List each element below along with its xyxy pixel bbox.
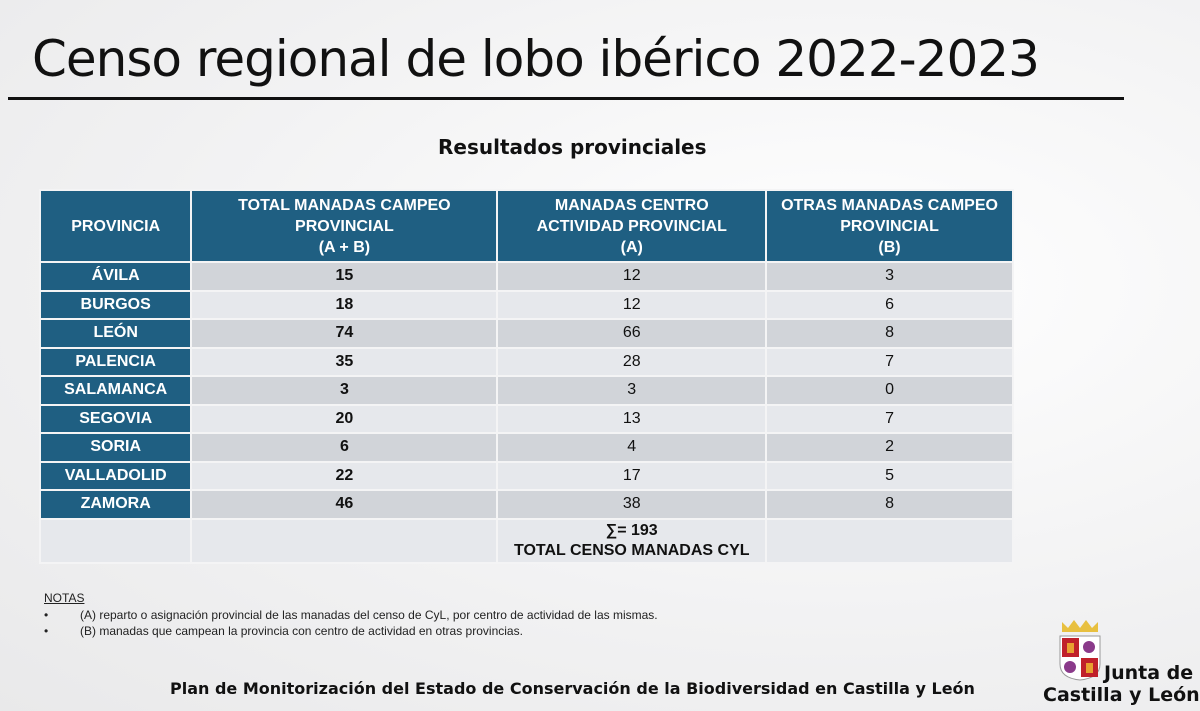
table-row: SALAMANCA 3 3 0: [38, 375, 1014, 406]
centro-cell: 17: [496, 460, 768, 491]
total-cell: 20: [190, 403, 499, 434]
otras-cell: 6: [765, 289, 1014, 320]
otras-cell: 2: [765, 432, 1014, 463]
table-row: SORIA 6 4 2: [38, 432, 1014, 463]
otras-cell: 0: [765, 375, 1014, 406]
province-cell: PALENCIA: [38, 346, 193, 377]
column-header: OTRAS MANADAS CAMPEO PROVINCIAL (B): [765, 189, 1014, 263]
table-row: ÁVILA 15 12 3: [38, 261, 1014, 292]
total-row: ∑= 193 TOTAL CENSO MANADAS CYL: [38, 517, 1014, 564]
total-cell: 46: [190, 489, 499, 520]
centro-cell: 13: [496, 403, 768, 434]
note-text: (A) reparto o asignación provincial de l…: [80, 608, 658, 622]
province-cell: LEÓN: [38, 318, 193, 349]
header-line: (A + B): [318, 238, 371, 256]
otras-cell: 7: [765, 403, 1014, 434]
coat-of-arms-icon: [1059, 620, 1101, 681]
note-item: • (B) manadas que campean la provincia co…: [44, 624, 523, 638]
centro-cell: 12: [496, 261, 768, 292]
column-header: MANADAS CENTRO ACTIVIDAD PROVINCIAL (A): [496, 189, 768, 263]
results-table: PROVINCIA TOTAL MANADAS CAMPEO PROVINCIAL (…: [38, 189, 1014, 564]
header-row: PROVINCIA TOTAL MANADAS CAMPEO PROVINCIAL (…: [38, 189, 1014, 263]
otras-cell: 3: [765, 261, 1014, 292]
table-row: ZAMORA 46 38 8: [38, 489, 1014, 520]
sum-value: ∑= 193: [605, 521, 658, 539]
empty-cell: [190, 517, 499, 564]
total-cell: 3: [190, 375, 499, 406]
province-cell: SEGOVIA: [38, 403, 193, 434]
logo-text-line2: Castilla y León: [1043, 684, 1200, 706]
total-cell: 18: [190, 289, 499, 320]
centro-cell: 3: [496, 375, 768, 406]
province-cell: ZAMORA: [38, 489, 193, 520]
total-cell: 6: [190, 432, 499, 463]
sum-label: TOTAL CENSO MANADAS CYL: [513, 541, 750, 559]
footer-text: Plan de Monitorización del Estado de Con…: [170, 679, 975, 698]
total-cell: 35: [190, 346, 499, 377]
column-header: TOTAL MANADAS CAMPEO PROVINCIAL (A + B): [190, 189, 499, 263]
centro-cell: 66: [496, 318, 768, 349]
header-line: OTRAS MANADAS CAMPEO: [781, 196, 998, 214]
header-line: TOTAL MANADAS CAMPEO: [238, 196, 451, 214]
header-line: PROVINCIAL: [840, 217, 939, 235]
province-cell: SORIA: [38, 432, 193, 463]
province-cell: BURGOS: [38, 289, 193, 320]
header-line: (A): [620, 238, 643, 256]
table-row: VALLADOLID 22 17 5: [38, 460, 1014, 491]
total-cell: 74: [190, 318, 499, 349]
empty-cell: [765, 517, 1014, 564]
notes: NOTAS • (A) reparto o asignación provinci…: [44, 591, 658, 639]
centro-cell: 28: [496, 346, 768, 377]
otras-cell: 5: [765, 460, 1014, 491]
header-line: (B): [878, 238, 901, 256]
otras-cell: 7: [765, 346, 1014, 377]
province-cell: ÁVILA: [38, 261, 193, 292]
centro-cell: 4: [496, 432, 768, 463]
empty-cell: [38, 517, 193, 564]
logo-text-line1: Junta de: [1104, 662, 1194, 684]
table-row: LEÓN 74 66 8: [38, 318, 1014, 349]
table-row: SEGOVIA 20 13 7: [38, 403, 1014, 434]
header-line: MANADAS CENTRO: [554, 196, 709, 214]
header-line: PROVINCIAL: [295, 217, 394, 235]
total-cell: 22: [190, 460, 499, 491]
subtitle: Resultados provinciales: [438, 135, 707, 159]
province-cell: VALLADOLID: [38, 460, 193, 491]
column-header: PROVINCIA: [38, 189, 193, 263]
header-line: ACTIVIDAD PROVINCIAL: [536, 217, 727, 235]
otras-cell: 8: [765, 318, 1014, 349]
note-item: • (A) reparto o asignación provincial de …: [44, 608, 658, 622]
title-underline: [8, 97, 1124, 100]
centro-cell: 12: [496, 289, 768, 320]
otras-cell: 8: [765, 489, 1014, 520]
notes-heading: NOTAS: [44, 591, 85, 605]
centro-cell: 38: [496, 489, 768, 520]
note-text: (B) manadas que campean la provincia con…: [80, 624, 523, 638]
total-cell: 15: [190, 261, 499, 292]
page-title: Censo regional de lobo ibérico 2022-2023: [32, 30, 1040, 88]
total-cell: ∑= 193 TOTAL CENSO MANADAS CYL: [496, 517, 768, 564]
header-line: PROVINCIA: [71, 217, 161, 235]
table-row: BURGOS 18 12 6: [38, 289, 1014, 320]
table-row: PALENCIA 35 28 7: [38, 346, 1014, 377]
junta-logo: Junta de Castilla y León: [1040, 618, 1200, 708]
province-cell: SALAMANCA: [38, 375, 193, 406]
